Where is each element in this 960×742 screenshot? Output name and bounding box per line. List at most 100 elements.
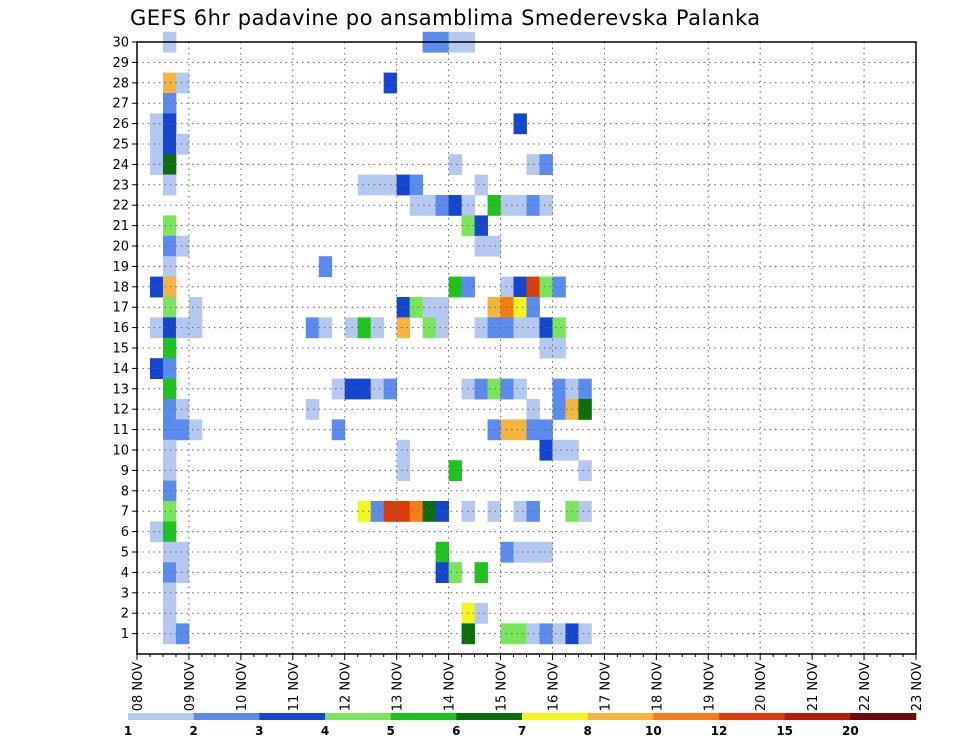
y-tick-label: 28 (112, 76, 129, 91)
x-tick-label: 14 NOV (443, 662, 458, 711)
y-tick-label: 7 (121, 505, 129, 520)
heatmap-cell (513, 195, 527, 216)
heatmap-cell (474, 215, 488, 237)
heatmap-cell (513, 541, 527, 563)
heatmap-cell (331, 378, 346, 400)
x-tick-label: 20 NOV (754, 662, 769, 711)
heatmap-cell (175, 562, 190, 583)
heatmap-cell (487, 317, 501, 339)
x-tick-label: 11 NOV (287, 662, 302, 711)
heatmap-cell (162, 256, 177, 277)
y-tick-label: 15 (112, 342, 129, 357)
heatmap-cell (578, 399, 592, 420)
heatmap-cell (435, 562, 449, 583)
heatmap-cell (175, 419, 190, 441)
heatmap-cell (162, 378, 177, 400)
heatmap-cell (435, 317, 449, 339)
x-tick-label: 19 NOV (702, 662, 717, 711)
colorbar-segment (456, 713, 523, 720)
y-tick-label: 17 (112, 301, 129, 316)
heatmap-cell (162, 93, 177, 114)
heatmap-cell (396, 317, 411, 339)
heatmap-cell (162, 480, 177, 502)
heatmap-cell (162, 562, 177, 583)
heatmap-cell (513, 317, 527, 339)
heatmap-cell (162, 623, 177, 645)
x-tick-label: 16 NOV (546, 662, 561, 711)
heatmap-cell (513, 378, 527, 400)
heatmap-cell (175, 133, 190, 155)
heatmap-cell (357, 501, 372, 522)
heatmap-cell (162, 235, 177, 257)
y-tick-label: 29 (112, 56, 129, 71)
heatmap-cell (188, 419, 203, 441)
heatmap-cell (474, 603, 488, 624)
heatmap-cell (487, 378, 501, 400)
colorbar-label: 1 (124, 724, 132, 738)
heatmap-cell (513, 501, 527, 522)
x-tick-label: 21 NOV (806, 662, 821, 711)
heatmap-cell (344, 317, 359, 339)
heatmap-cell (487, 235, 501, 257)
heatmap-cell (539, 154, 553, 175)
heatmap-cell (396, 439, 411, 461)
heatmap-cell (448, 562, 462, 583)
heatmap-cell (162, 297, 177, 318)
heatmap-cell (331, 419, 346, 441)
heatmap-cell (396, 460, 411, 481)
heatmap-cell (162, 317, 177, 339)
heatmap-cell (396, 297, 411, 318)
y-tick-label: 8 (121, 484, 129, 499)
heatmap-cell (578, 378, 592, 400)
colorbar-segment (522, 713, 588, 720)
heatmap-cell (188, 297, 203, 318)
heatmap-cell (487, 195, 501, 216)
y-tick-label: 24 (112, 158, 129, 173)
colorbar-label: 5 (386, 724, 394, 738)
heatmap-cell (162, 439, 177, 461)
heatmap-cell (487, 501, 501, 522)
x-tick-label: 22 NOV (858, 662, 873, 711)
x-tick-label: 15 NOV (495, 662, 510, 711)
heatmap-cell (149, 154, 164, 175)
x-tick-label: 10 NOV (235, 662, 250, 711)
colorbar-segment (390, 713, 457, 720)
colorbar-segment (850, 713, 917, 720)
heatmap-cell (539, 541, 553, 563)
heatmap-cell (552, 399, 566, 420)
colorbar-segment (259, 713, 326, 720)
y-tick-label: 14 (112, 362, 129, 377)
heatmap-cell (396, 174, 411, 196)
heatmap-cell (513, 419, 527, 441)
y-tick-label: 25 (112, 138, 129, 153)
heatmap-cell (500, 297, 514, 318)
colorbar-label: 2 (189, 724, 197, 738)
heatmap-cell (448, 276, 462, 298)
y-tick-label: 2 (121, 607, 129, 622)
heatmap-cell (162, 337, 177, 359)
y-tick-label: 1 (121, 627, 129, 642)
heatmap-cell (500, 276, 514, 298)
y-tick-label: 6 (121, 525, 129, 540)
y-tick-label: 4 (121, 566, 129, 581)
heatmap-cell (552, 623, 566, 645)
colorbar-segment (587, 713, 654, 720)
heatmap-cell (162, 460, 177, 481)
heatmap-cell (474, 562, 488, 583)
colorbar-label: 15 (776, 724, 793, 738)
y-tick-label: 30 (112, 36, 129, 51)
heatmap-cell (370, 174, 385, 196)
heatmap-cell (149, 133, 164, 155)
heatmap-cell (305, 399, 320, 420)
heatmap-cell (513, 113, 527, 135)
y-tick-label: 3 (121, 586, 129, 601)
heatmap-cell (474, 174, 488, 196)
heatmap-cell (162, 133, 177, 155)
heatmap-cell (175, 541, 190, 563)
heatmap-cell (357, 174, 372, 196)
heatmap-cell (500, 317, 514, 339)
x-tick-label: 09 NOV (183, 662, 198, 711)
heatmap-cell (409, 501, 424, 522)
y-tick-label: 12 (112, 403, 129, 418)
heatmap-cell (175, 399, 190, 420)
